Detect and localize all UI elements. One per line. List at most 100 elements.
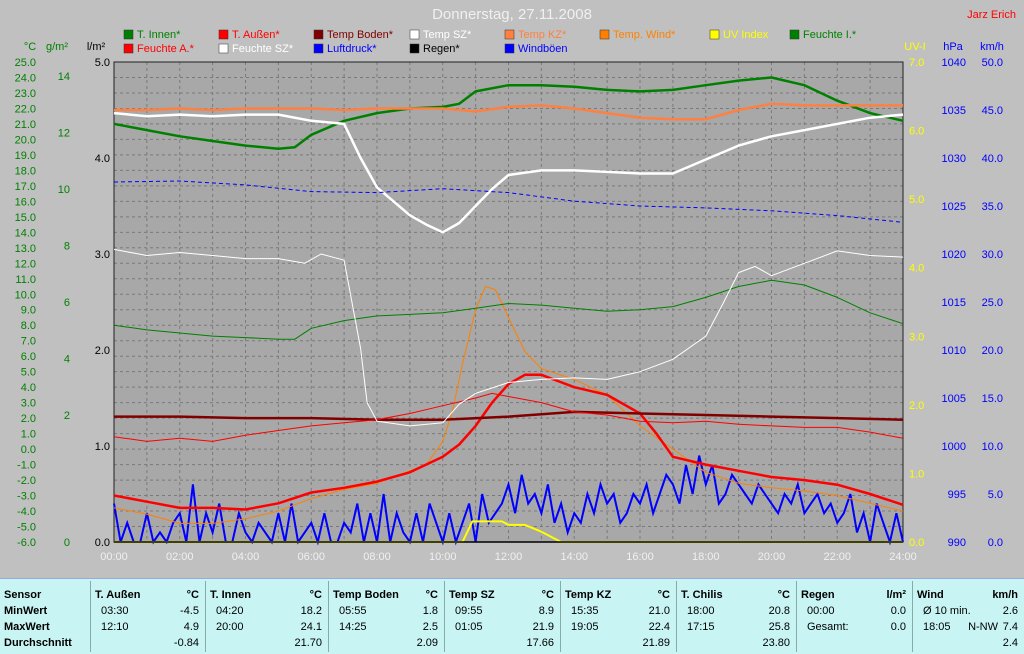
stat-time: Gesamt:: [807, 621, 849, 633]
wind-tick: 20.0: [982, 345, 1003, 357]
legend-swatch: [599, 29, 610, 40]
legend-item: Windböen: [518, 43, 568, 55]
uv-tick: 0.0: [909, 537, 924, 549]
series-line: [114, 102, 903, 121]
stat-value: 21.70: [294, 637, 322, 649]
column-title: Regen: [801, 589, 835, 601]
stat-time: 18:00: [687, 605, 715, 617]
column-unit: l/m²: [886, 589, 906, 601]
wind-tick: 0.0: [988, 537, 1003, 549]
rain-tick: 4.0: [95, 153, 110, 165]
pressure-tick: 1005: [942, 393, 966, 405]
stat-time: 19:05: [571, 621, 599, 633]
wind-tick: 25.0: [982, 297, 1003, 309]
temp-tick: 14.0: [15, 227, 36, 239]
stats-column: Temp KZ °C 15:35 21.0 19:05 22.4 21.89: [561, 579, 676, 654]
legend-swatch: [218, 29, 229, 40]
humidity-tick: 2: [64, 410, 70, 422]
stats-table: Sensor MinWert MaxWert Durchschnitt Wind…: [0, 578, 1024, 654]
uv-tick: 4.0: [909, 263, 924, 275]
wind-max-value: 7.4: [1002, 621, 1018, 633]
temp-tick: 20.0: [15, 134, 36, 146]
stat-value: 17.66: [526, 637, 554, 649]
wind-max-time: 18:05: [923, 621, 951, 633]
uv-tick: 1.0: [909, 468, 924, 480]
legend-swatch: [313, 29, 324, 40]
humidity-tick: 8: [64, 241, 70, 253]
rain-tick: 5.0: [95, 57, 110, 69]
column-unit: °C: [657, 589, 670, 601]
rain-tick: 2.0: [95, 345, 110, 357]
pressure-tick: 1010: [942, 345, 966, 357]
uv-tick: 5.0: [909, 194, 924, 206]
humidity-tick: 14: [58, 71, 70, 83]
axis-label-wind: km/h: [980, 41, 1004, 53]
temp-tick: -5.0: [17, 522, 36, 534]
axis-label-uv: UV-I: [904, 41, 925, 53]
x-tick: 04:00: [232, 551, 260, 563]
column-title: Temp Boden: [333, 589, 399, 601]
stat-time: 15:35: [571, 605, 599, 617]
legend-item: Temp KZ*: [518, 29, 567, 41]
wind-header: Wind: [917, 589, 944, 601]
temp-tick: 8.0: [21, 320, 36, 332]
x-tick: 02:00: [166, 551, 194, 563]
temp-tick: -6.0: [17, 537, 36, 549]
stat-value: 22.4: [648, 621, 670, 633]
stat-value: 4.9: [183, 621, 199, 633]
maxwert-label: MaxWert: [4, 621, 50, 633]
legend-item: Feuchte SZ*: [232, 43, 294, 55]
pressure-tick: 990: [948, 537, 966, 549]
temp-tick: 21.0: [15, 119, 36, 131]
column-title: Temp SZ: [449, 589, 495, 601]
x-tick: 24:00: [889, 551, 917, 563]
x-tick: 10:00: [429, 551, 457, 563]
sensor-column: Sensor MinWert MaxWert Durchschnitt: [0, 579, 90, 654]
stat-time: 05:55: [339, 605, 367, 617]
humidity-tick: 12: [58, 128, 70, 140]
humidity-tick: 4: [64, 353, 70, 365]
wind-tick: 15.0: [982, 393, 1003, 405]
x-tick: 20:00: [758, 551, 786, 563]
temp-tick: 7.0: [21, 336, 36, 348]
column-unit: °C: [541, 589, 554, 601]
stat-value: -0.84: [173, 637, 199, 649]
series-line: [114, 410, 904, 421]
legend-swatch: [504, 43, 515, 54]
legend-item: Temp. Wind*: [613, 29, 676, 41]
column-title: T. Außen: [95, 589, 141, 601]
temp-tick: 1.0: [21, 429, 36, 441]
durchschnitt-label: Durchschnitt: [4, 637, 72, 649]
wind-tick: 5.0: [988, 489, 1003, 501]
temp-tick: 23.0: [15, 88, 36, 100]
legend-item: T. Innen*: [137, 29, 181, 41]
series-line: [113, 392, 904, 442]
stat-value: 23.80: [762, 637, 790, 649]
temp-tick: 6.0: [21, 351, 36, 363]
column-title: T. Innen: [210, 589, 251, 601]
stats-column: Temp Boden °C 05:55 1.8 14:25 2.5 2.09: [329, 579, 444, 654]
temp-tick: 5.0: [21, 367, 36, 379]
series-line: [113, 279, 904, 340]
column-title: Temp KZ: [565, 589, 612, 601]
x-tick: 16:00: [626, 551, 654, 563]
temp-tick: 17.0: [15, 181, 36, 193]
temp-tick: 4.0: [21, 382, 36, 394]
stat-time: 04:20: [216, 605, 244, 617]
stat-value: 21.9: [532, 621, 554, 633]
series-line: [113, 373, 904, 511]
temp-tick: 22.0: [15, 103, 36, 115]
stat-value: 20.8: [768, 605, 790, 617]
wind-tick: 50.0: [982, 57, 1003, 69]
x-tick: 08:00: [363, 551, 391, 563]
stat-time: 20:00: [216, 621, 244, 633]
stat-value: 2.5: [422, 621, 438, 633]
column-unit: °C: [777, 589, 790, 601]
stat-value: 2.09: [416, 637, 438, 649]
wind-tick: 35.0: [982, 201, 1003, 213]
humidity-tick: 10: [58, 184, 70, 196]
stat-time: 00:00: [807, 605, 835, 617]
stat-value: 1.8: [422, 605, 438, 617]
x-tick: 18:00: [692, 551, 720, 563]
series-line: [113, 248, 904, 427]
